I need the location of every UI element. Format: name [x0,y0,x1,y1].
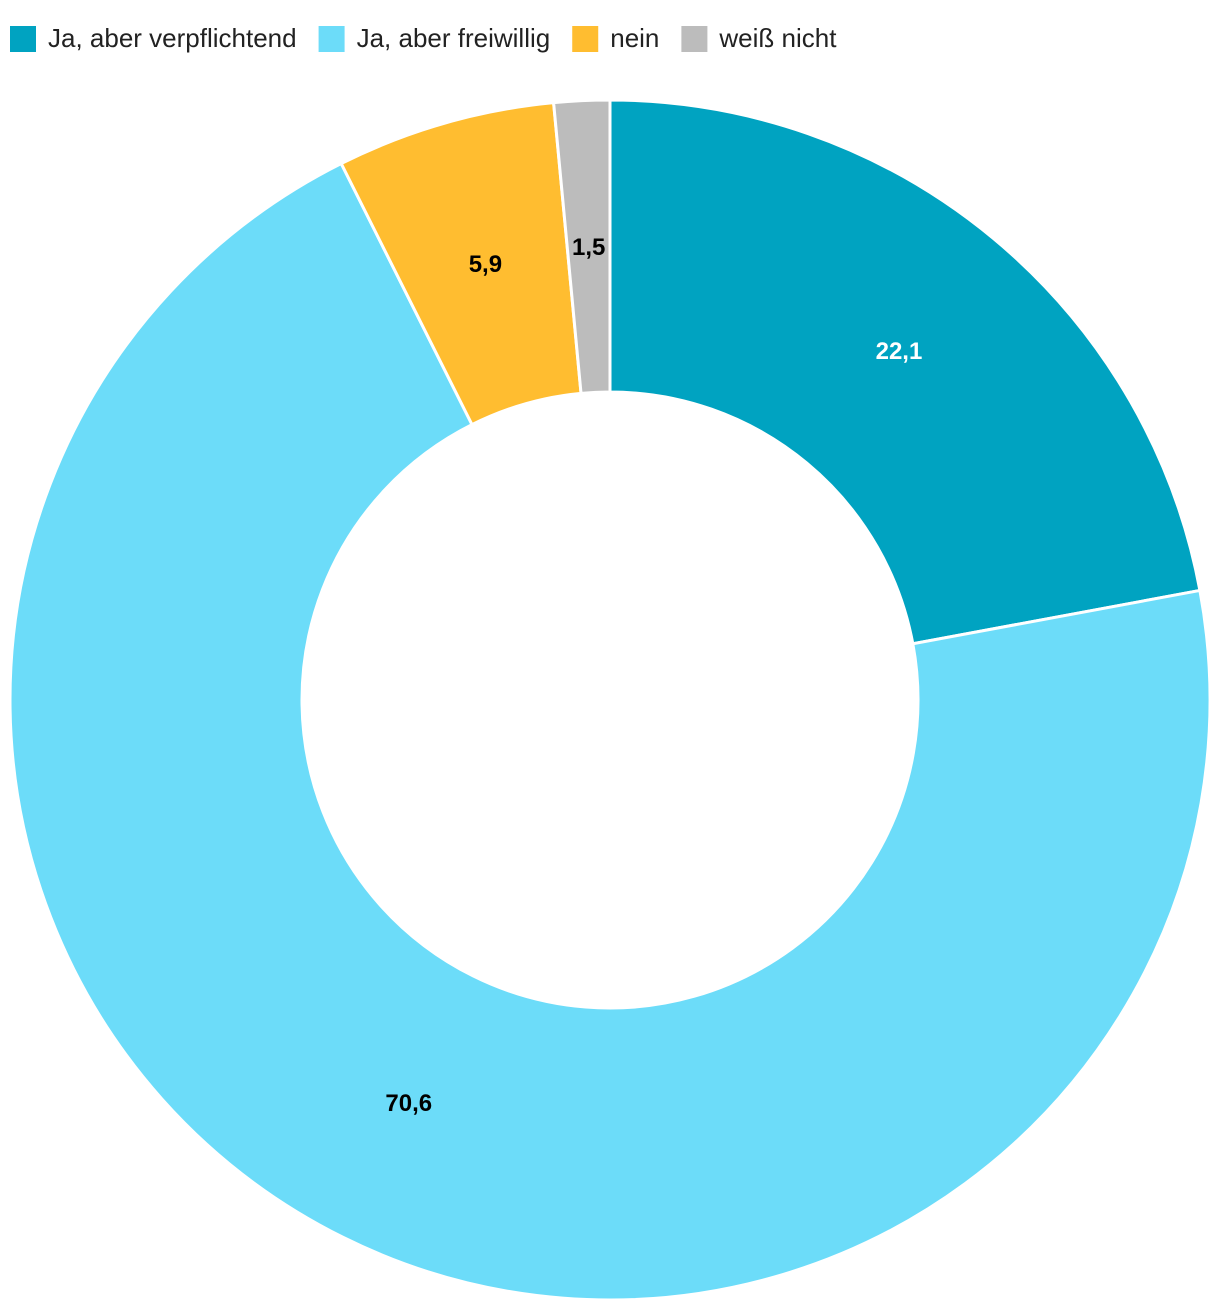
legend-label: nein [610,23,659,53]
donut-segment [608,98,1202,646]
legend-item: Ja, aber freiwillig [318,23,551,53]
legend-item: weiß nicht [681,23,837,53]
data-label: 5,9 [469,251,502,278]
legend-item: Ja, aber verpflichtend [10,23,297,53]
data-label: 1,5 [572,234,605,261]
legend-swatch [681,26,708,52]
data-label: 22,1 [876,338,923,365]
donut-segment [551,98,612,395]
donut-segment [8,161,1212,1302]
legend-label: Ja, aber verpflichtend [48,23,297,53]
legend-label: weiß nicht [718,23,837,53]
legend-swatch [572,26,599,52]
legend-label: Ja, aber freiwillig [357,23,551,53]
legend-swatch [318,26,345,52]
legend-swatch [10,26,36,52]
legend-item: nein [572,23,659,53]
data-label: 70,6 [385,1090,432,1117]
